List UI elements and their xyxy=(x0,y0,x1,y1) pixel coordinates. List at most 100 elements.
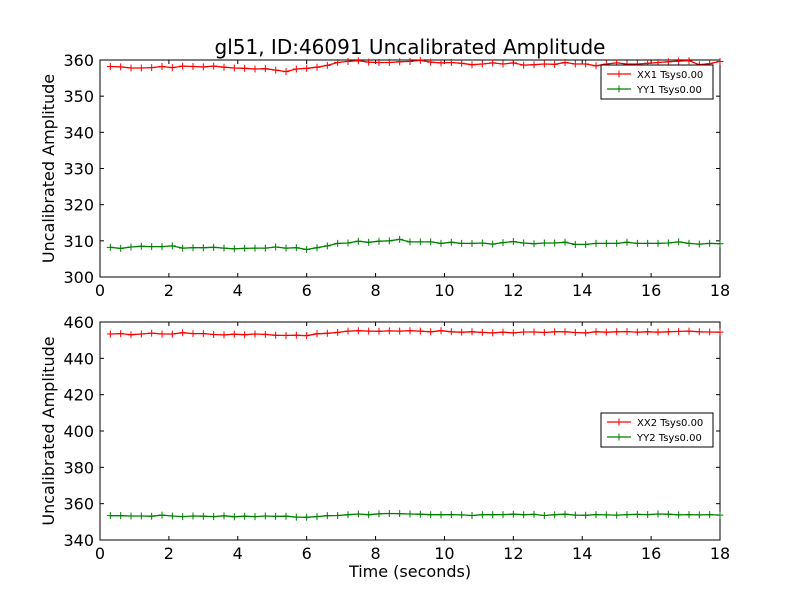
data-point xyxy=(644,511,652,519)
data-point xyxy=(540,511,548,519)
data-point xyxy=(117,512,125,520)
data-point xyxy=(520,511,528,519)
data-point xyxy=(509,238,517,246)
data-point xyxy=(571,60,579,68)
data-point xyxy=(592,239,600,247)
y-tick-label: 420 xyxy=(63,386,94,405)
series-2 xyxy=(106,509,724,521)
data-point xyxy=(551,328,559,336)
legend-frame xyxy=(600,412,714,448)
data-point xyxy=(654,510,662,518)
data-point xyxy=(551,60,559,68)
x-axis-label: Time (seconds) xyxy=(348,562,471,581)
data-point xyxy=(427,511,435,519)
data-point xyxy=(654,239,662,247)
y-tick-label: 340 xyxy=(63,531,94,550)
data-point xyxy=(499,328,507,336)
data-point xyxy=(199,330,207,338)
data-point xyxy=(189,512,197,520)
data-point xyxy=(437,59,445,67)
subplot-2: 0 2 4 6 8 10 12 14 16 18 340 360 380 400 420 440 460 Unca… xyxy=(39,313,730,563)
data-point xyxy=(282,68,290,76)
y-axis-label: Uncalibrated Amplitude xyxy=(39,74,58,263)
data-point xyxy=(706,328,714,336)
data-point xyxy=(323,242,331,250)
data-point xyxy=(189,330,197,338)
data-point xyxy=(551,239,559,247)
data-point xyxy=(344,327,352,335)
data-point xyxy=(478,511,486,519)
data-point xyxy=(365,327,373,335)
data-point xyxy=(561,59,569,67)
data-point xyxy=(675,238,683,246)
data-point xyxy=(261,65,269,73)
subplots: 0 2 4 6 8 10 12 14 16 18 300 310 320 330 340 350 360 Unca… xyxy=(39,51,730,563)
data-point xyxy=(437,511,445,519)
data-point xyxy=(292,65,300,73)
data-point xyxy=(210,243,218,251)
data-point xyxy=(561,510,569,518)
data-point xyxy=(509,59,517,67)
data-point xyxy=(385,327,393,335)
data-point xyxy=(509,510,517,518)
data-point xyxy=(489,329,497,337)
data-point xyxy=(478,239,486,247)
x-tick-label: 14 xyxy=(572,281,592,300)
data-point xyxy=(613,511,621,519)
data-point xyxy=(520,239,528,247)
data-point xyxy=(385,237,393,245)
data-point xyxy=(582,511,590,519)
data-point xyxy=(406,327,414,335)
data-point xyxy=(199,244,207,252)
data-point xyxy=(354,237,362,245)
data-point xyxy=(261,244,269,252)
data-point xyxy=(303,246,311,254)
data-point xyxy=(633,328,641,336)
data-point xyxy=(685,327,693,335)
data-point xyxy=(468,61,476,69)
data-point xyxy=(137,512,145,520)
legend-frame xyxy=(600,64,714,100)
data-point xyxy=(220,244,228,252)
data-point xyxy=(179,244,187,252)
legend-swatch-marker xyxy=(615,85,623,93)
data-point xyxy=(261,512,269,520)
y-tick-label: 300 xyxy=(63,268,94,287)
data-point xyxy=(540,239,548,247)
data-point xyxy=(127,243,135,251)
data-point xyxy=(468,328,476,336)
data-point xyxy=(282,331,290,339)
data-point xyxy=(292,331,300,339)
data-point xyxy=(220,63,228,71)
data-point xyxy=(117,244,125,252)
data-point xyxy=(520,61,528,69)
data-point xyxy=(644,328,652,336)
data-point xyxy=(148,329,156,337)
data-point xyxy=(499,60,507,68)
data-point xyxy=(633,510,641,518)
data-point xyxy=(654,328,662,336)
y-tick-label: 330 xyxy=(63,160,94,179)
data-point xyxy=(323,61,331,69)
data-point xyxy=(241,244,249,252)
series-1 xyxy=(106,327,724,340)
data-point xyxy=(334,328,342,336)
x-tick-label: 6 xyxy=(302,544,312,563)
data-point xyxy=(623,511,631,519)
x-tick-label: 2 xyxy=(164,281,174,300)
data-point xyxy=(644,239,652,247)
data-point xyxy=(530,328,538,336)
data-point xyxy=(272,243,280,251)
data-point xyxy=(199,63,207,71)
data-point xyxy=(499,239,507,247)
data-point xyxy=(189,244,197,252)
data-point xyxy=(303,513,311,521)
legend-entry-label: XX1 Tsys0.00 xyxy=(637,70,703,81)
x-tick-label: 12 xyxy=(503,544,523,563)
data-point xyxy=(592,328,600,336)
data-point xyxy=(148,243,156,251)
data-point xyxy=(468,239,476,247)
data-point xyxy=(530,61,538,69)
data-point xyxy=(685,511,693,519)
data-point xyxy=(344,239,352,247)
